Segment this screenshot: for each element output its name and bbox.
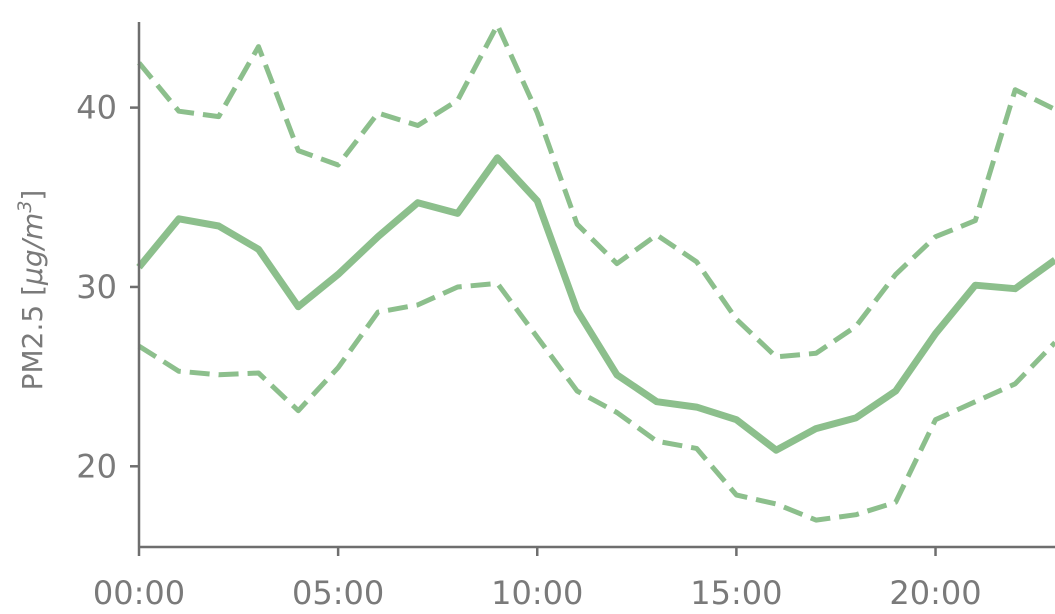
y-tick-label: 30 [76,268,117,306]
y-tick-label: 20 [76,447,117,485]
lower-bound-line [137,280,1055,523]
upper-bound-line [137,22,1055,360]
y-axis-label: PM2.5 [μg/m3] [14,190,49,391]
ticks-layer: 00:00 05:00 10:00 15:00 20:00 20 30 40 [76,89,981,612]
mean-line [136,154,1055,454]
x-tick-label: 05:00 [292,574,384,612]
series-layer [136,22,1055,523]
x-tick-label: 00:00 [93,574,185,612]
x-tick-label: 10:00 [491,574,583,612]
axes-layer [137,22,1055,549]
x-tick-label: 20:00 [889,574,981,612]
x-tick-label: 15:00 [690,574,782,612]
y-tick-label: 40 [76,89,117,127]
